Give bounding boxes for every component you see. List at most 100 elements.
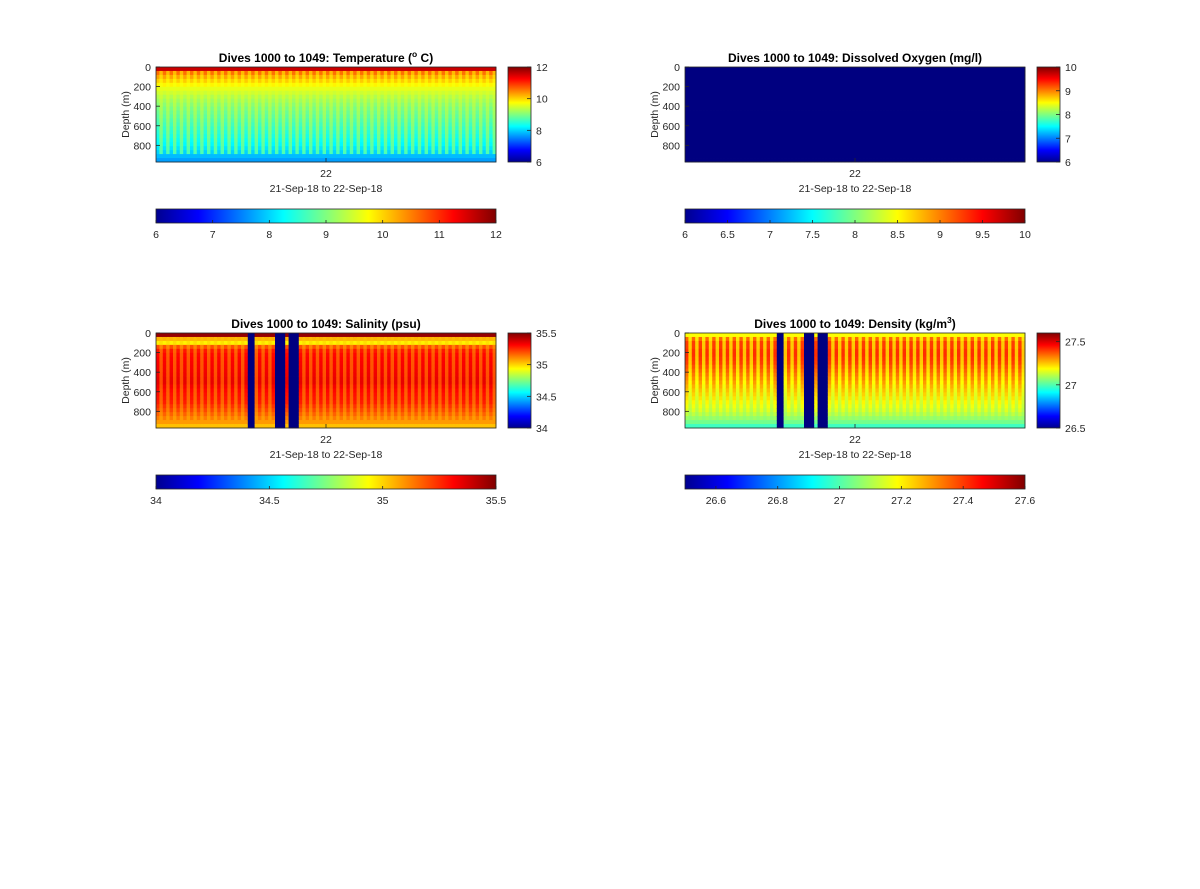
heatmap-cell [719, 154, 723, 159]
heatmap-cell [166, 118, 170, 123]
heatmap-cell [186, 118, 191, 123]
heatmap-cell [875, 150, 880, 155]
heatmap-cell [773, 94, 778, 100]
heatmap-cell [963, 74, 968, 80]
heatmap-cell [695, 82, 699, 88]
heatmap-cell [346, 110, 351, 115]
heatmap-cell [1021, 94, 1026, 100]
heatmap-cell [824, 94, 829, 100]
heatmap-cell [169, 146, 174, 151]
heatmap-cell [923, 142, 927, 147]
heatmap-cell [349, 122, 354, 127]
heatmap-cell [967, 102, 971, 107]
heatmap-cell [217, 106, 221, 111]
heatmap-cell [295, 154, 300, 159]
heatmap-cell [991, 86, 995, 92]
heatmap-cell [926, 86, 931, 92]
heatmap-cell [349, 82, 354, 88]
heatmap-cell [292, 134, 296, 139]
heatmap-cell [244, 130, 249, 135]
heatmap-cell [275, 98, 279, 104]
heatmap-cell [1004, 122, 1009, 127]
heatmap-cell [1014, 122, 1019, 127]
heatmap-cell [970, 134, 975, 139]
heatmap-cell [210, 114, 215, 119]
heatmap-cell [472, 74, 476, 80]
heatmap-cell [411, 106, 415, 111]
heatmap-cell [977, 150, 982, 155]
heatmap-cell [349, 126, 354, 131]
heatmap-cell [407, 74, 412, 80]
heatmap-cell [190, 90, 194, 96]
heatmap-cell [861, 102, 866, 107]
heatmap-cell [159, 82, 164, 88]
heatmap-cell [322, 70, 327, 76]
heatmap-cell [967, 134, 971, 139]
heatmap-cell [994, 134, 999, 139]
heatmap-cell [861, 74, 866, 80]
heatmap-cell [190, 98, 194, 104]
heatmap-cell [1004, 82, 1009, 88]
heatmap-cell [844, 86, 849, 92]
heatmap-cell [207, 110, 211, 115]
heatmap-cell [203, 74, 208, 80]
heatmap-cell [759, 114, 764, 119]
heatmap-cell [193, 102, 198, 107]
heatmap-cell [285, 158, 289, 163]
heatmap-cell [258, 118, 262, 123]
heatmap-cell [746, 94, 750, 100]
heatmap-cell [997, 114, 1002, 119]
heatmap-cell [1011, 142, 1016, 147]
heatmap-cell [824, 70, 829, 76]
heatmap-cell [719, 94, 723, 100]
heatmap-cell [159, 98, 164, 104]
heatmap-cell [868, 102, 873, 107]
heatmap-cell [217, 67, 221, 72]
heatmap-cell [970, 82, 975, 88]
heatmap-cell [441, 146, 446, 151]
heatmap-cell [1008, 154, 1012, 159]
heatmap-cell [753, 110, 757, 115]
heatmap-cell [787, 130, 791, 135]
heatmap-cell [159, 344, 164, 350]
heatmap-cell [868, 90, 873, 96]
heatmap-cell [885, 86, 890, 92]
heatmap-cell [974, 110, 978, 115]
heatmap-cell [1001, 138, 1005, 143]
heatmap-cell [200, 98, 204, 104]
heatmap-cell [156, 372, 160, 377]
heatmap-cell [468, 70, 473, 76]
heatmap-cell [305, 142, 310, 147]
heatmap-cell [298, 158, 303, 163]
heatmap-cell [346, 114, 351, 119]
heatmap-cell [281, 86, 286, 92]
heatmap-cell [899, 90, 903, 96]
heatmap-cell [292, 150, 296, 155]
heatmap-cell [319, 150, 323, 155]
heatmap-cell [698, 150, 703, 155]
heatmap-cell [889, 74, 893, 80]
heatmap-cell [292, 158, 296, 163]
heatmap-cell [1014, 98, 1019, 104]
heatmap-cell [739, 158, 744, 163]
heatmap-cell [302, 106, 306, 111]
heatmap-cell [831, 138, 835, 143]
heatmap-cell [827, 67, 832, 72]
heatmap-cell [244, 90, 249, 96]
heatmap-cell [475, 158, 480, 163]
heatmap-cell [404, 78, 408, 84]
heatmap-cell [309, 154, 313, 159]
heatmap-cell [353, 106, 357, 111]
heatmap-cell [414, 110, 419, 115]
heatmap-cell [159, 154, 164, 159]
heatmap-cell [736, 90, 740, 96]
heatmap-cell [838, 90, 842, 96]
heatmap-cell [773, 90, 778, 96]
heatmap-cell [322, 67, 327, 72]
heatmap-cell [332, 102, 337, 107]
heatmap-cell [210, 74, 215, 80]
heatmap-cell [827, 74, 832, 80]
heatmap-cell [753, 82, 757, 88]
heatmap-cell [814, 126, 818, 131]
heatmap-cell [1018, 142, 1022, 147]
